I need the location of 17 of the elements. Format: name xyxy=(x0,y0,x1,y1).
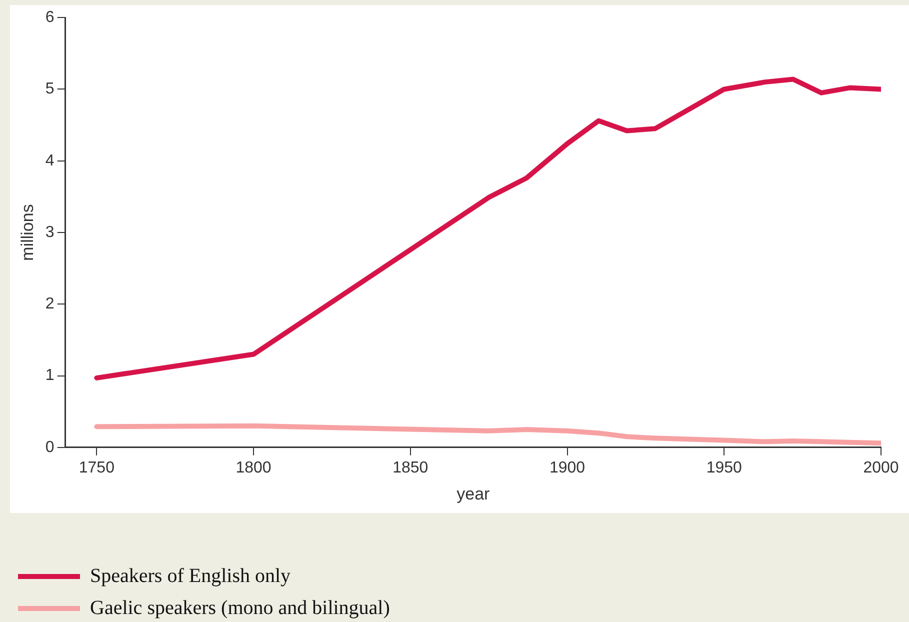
y-tick-label: 1 xyxy=(45,367,54,384)
x-tick-label: 1800 xyxy=(236,459,272,476)
x-tick-label: 2000 xyxy=(863,459,899,476)
y-tick-label: 3 xyxy=(45,224,54,241)
y-tick-label: 4 xyxy=(45,152,54,170)
y-tick-label: 2 xyxy=(45,296,54,313)
x-axis-title: year xyxy=(456,484,490,504)
legend-label: Gaelic speakers (mono and bilingual) xyxy=(90,596,390,620)
x-tick-label: 1950 xyxy=(706,459,742,476)
x-tick-label: 1750 xyxy=(78,459,115,476)
legend-label: Speakers of English only xyxy=(90,564,291,588)
y-axis-title: millions xyxy=(18,204,37,261)
y-tick-label: 6 xyxy=(45,9,54,26)
y-tick-label: 5 xyxy=(45,80,54,98)
x-tick-label: 1850 xyxy=(392,459,428,476)
x-tick-label: 1900 xyxy=(549,459,586,476)
y-tick-label: 0 xyxy=(45,438,54,456)
